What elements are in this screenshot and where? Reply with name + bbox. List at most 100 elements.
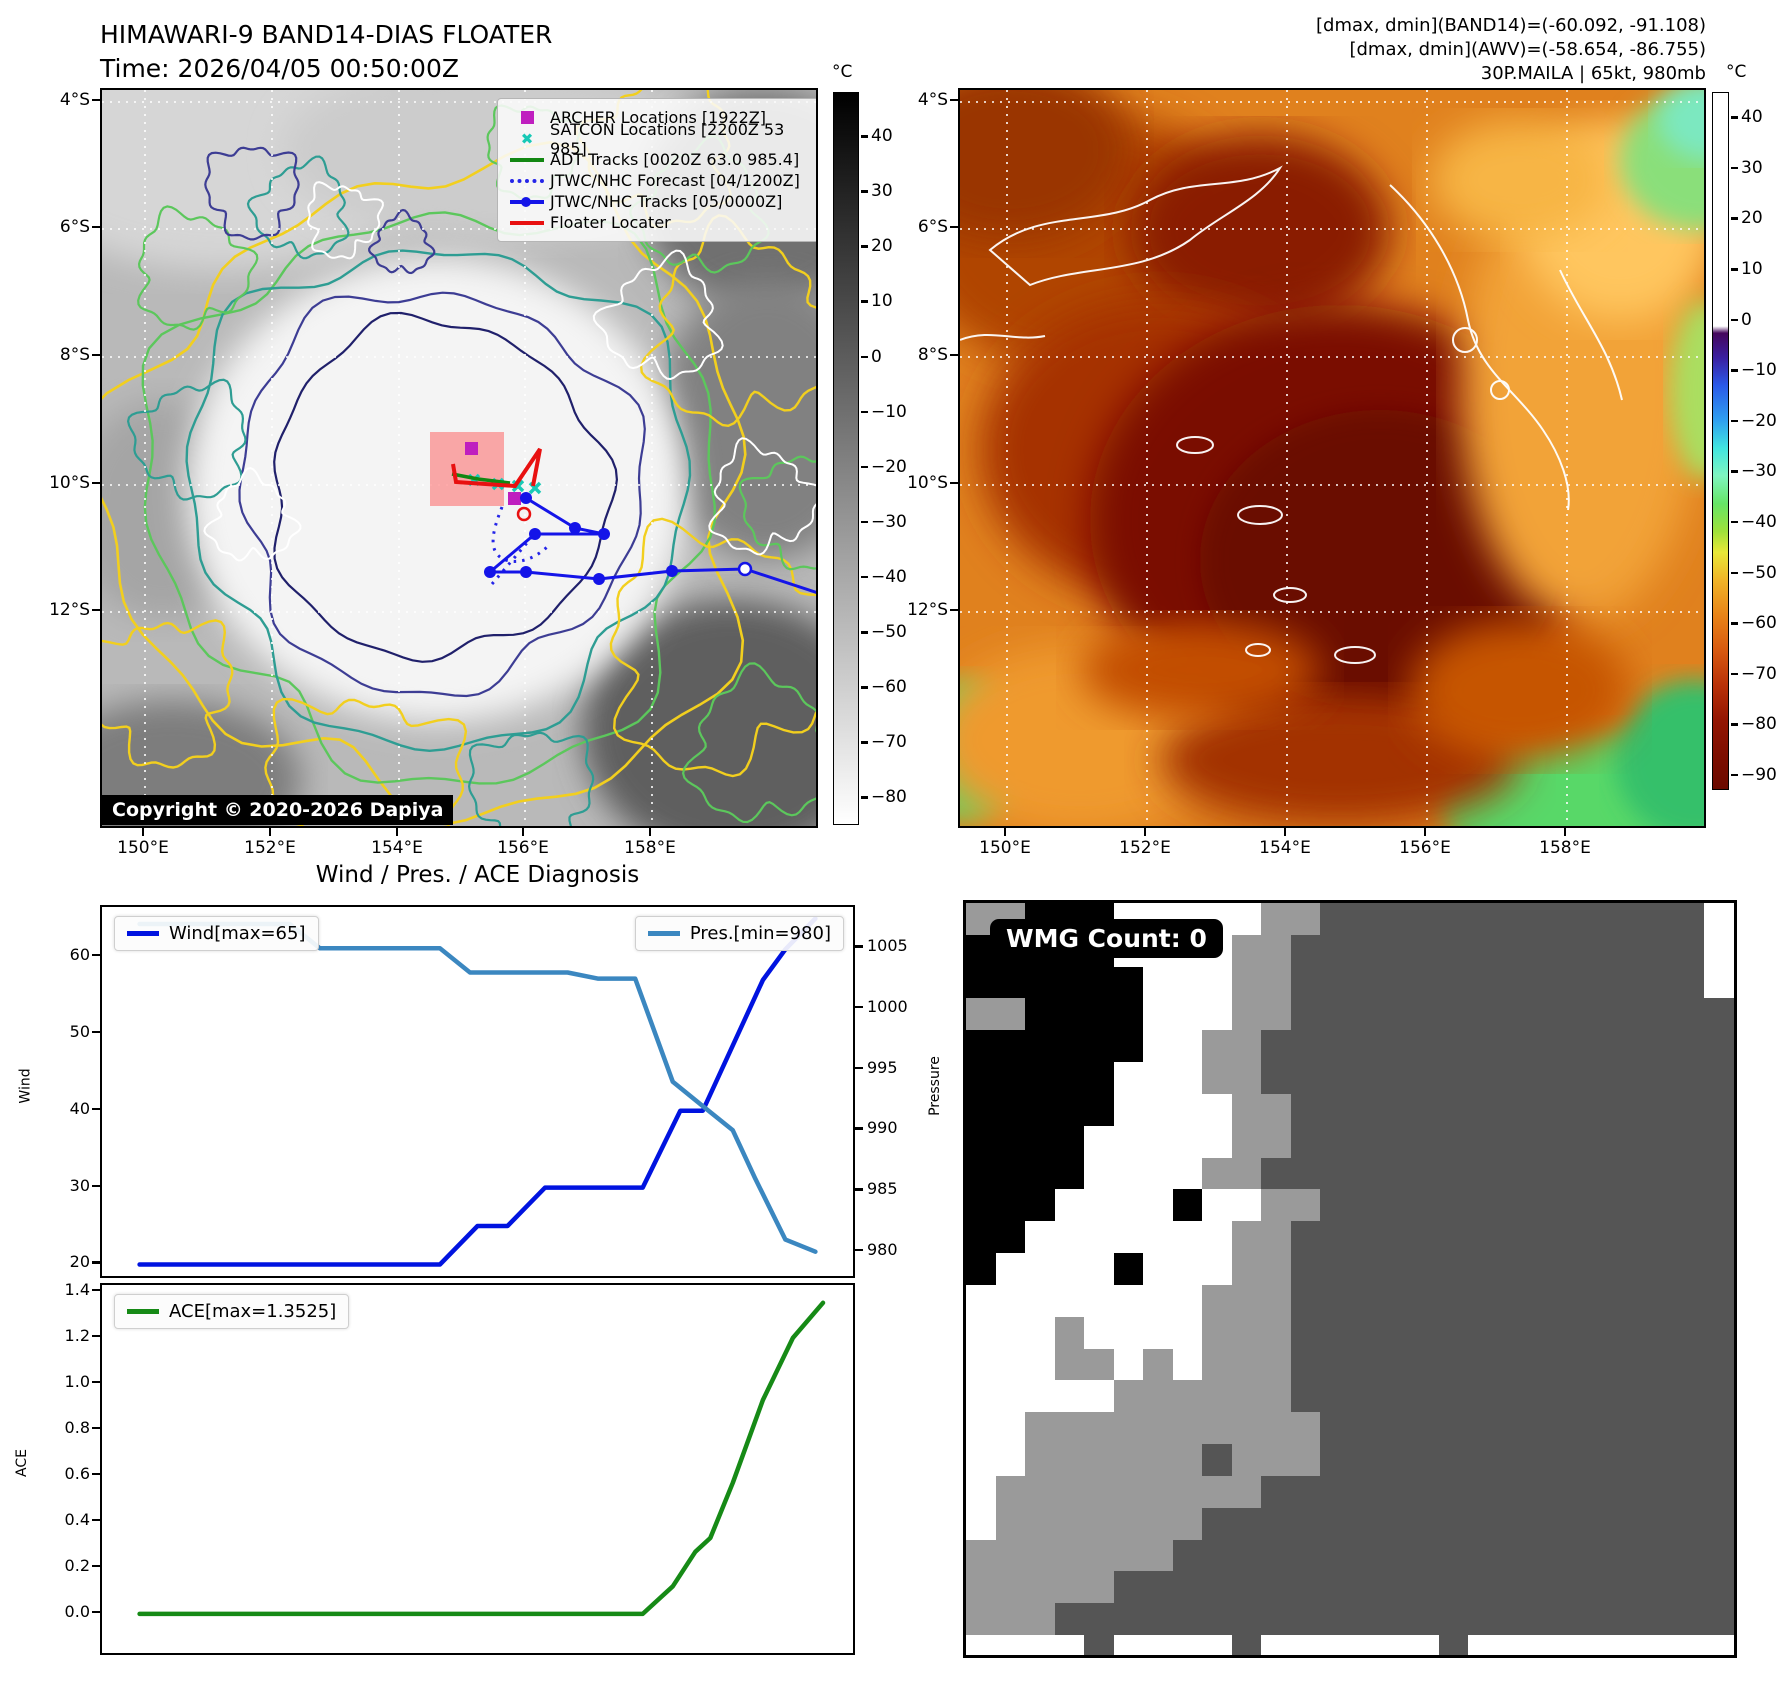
wmg-grid-cell — [1586, 998, 1616, 1031]
archer-square-icon — [520, 111, 534, 124]
wmg-grid-cell — [1054, 1444, 1085, 1476]
wmg-grid-cell — [1468, 1125, 1498, 1158]
wmg-grid-cell — [1704, 1284, 1734, 1317]
wmg-grid-cell — [1113, 1189, 1144, 1222]
pressure-legend-swatch — [647, 931, 680, 936]
right-colorbar-tick-mark — [1731, 773, 1738, 777]
wmg-grid-cell — [966, 1189, 996, 1222]
wmg-grid-cell — [1527, 1253, 1557, 1285]
wmg-grid-cell — [1261, 1125, 1291, 1158]
chart-tick-mark — [855, 1188, 863, 1191]
wmg-grid-cell — [1468, 1380, 1498, 1413]
wmg-grid-cell — [1379, 1412, 1410, 1445]
wmg-grid-cell — [1172, 1634, 1203, 1655]
wmg-grid-cell — [1586, 1634, 1616, 1655]
wmg-grid-cell — [1497, 1253, 1528, 1285]
awv-map-image — [960, 90, 1704, 826]
left-map-gridlines — [102, 90, 816, 826]
wmg-grid-cell — [966, 1380, 996, 1413]
wmg-grid-cell — [1025, 1221, 1055, 1254]
right-map-gridlines — [960, 90, 1704, 826]
wmg-grid-cell — [1556, 1253, 1587, 1285]
wmg-grid-cell — [1704, 1475, 1734, 1508]
wmg-grid-cell — [995, 1125, 1026, 1158]
wmg-grid-cell — [1379, 1221, 1410, 1254]
wmg-grid-cell — [1084, 1380, 1114, 1413]
wmg-grid-cell — [1113, 1093, 1144, 1126]
wmg-grid-cell — [966, 1284, 996, 1317]
wmg-grid-cell — [1172, 1412, 1203, 1445]
wmg-grid-cell — [1409, 1189, 1439, 1222]
chart-tick-mark — [855, 1005, 863, 1009]
wmg-grid-cell — [1143, 1444, 1173, 1476]
wmg-grid-cell — [1704, 966, 1734, 999]
wmg-grid-cell — [1350, 903, 1380, 935]
wmg-grid-cell — [1704, 1093, 1734, 1126]
chart-tick-label: 40 — [69, 1098, 90, 1118]
wmg-grid-cell — [1350, 1412, 1380, 1445]
wmg-grid-cell — [995, 1157, 1026, 1190]
wmg-grid-cell — [1320, 1539, 1350, 1572]
chart-tick-mark — [92, 953, 100, 957]
wmg-grid-cell — [1113, 1221, 1144, 1254]
wmg-grid-cell — [1527, 1380, 1557, 1413]
wmg-grid-cell — [1645, 903, 1675, 935]
copyright-watermark: Copyright © 2020-2026 Dapiya — [102, 795, 454, 825]
wmg-grid-cell — [1143, 1093, 1173, 1126]
wmg-grid-cell — [1320, 1284, 1350, 1317]
wmg-grid-cell — [1054, 1093, 1085, 1126]
wmg-grid-cell — [1290, 1062, 1321, 1094]
wmg-grid-cell — [1172, 1475, 1203, 1508]
wmg-grid-cell — [1645, 1316, 1675, 1349]
wmg-grid-cell — [1261, 1062, 1291, 1094]
archer-marker-icon — [465, 442, 521, 505]
wmg-grid-cell — [1615, 966, 1646, 999]
wmg-grid-cell — [1527, 1571, 1557, 1604]
left-colorbar-tick-label: −10 — [871, 401, 907, 422]
wmg-grid-cell — [1290, 1634, 1321, 1655]
chart-tick-label: 1.4 — [64, 1279, 90, 1299]
wmg-grid-cell — [1645, 1380, 1675, 1413]
wmg-grid-cell — [995, 1603, 1026, 1635]
wmg-grid-cell — [1497, 1444, 1528, 1476]
wmg-grid-cell — [1497, 1093, 1528, 1126]
wmg-grid-cell — [1527, 903, 1557, 935]
wind-legend-label: Wind[max=65] — [169, 923, 306, 944]
wmg-grid-cell — [1409, 1125, 1439, 1158]
wmg-grid-cell — [1497, 1189, 1528, 1222]
wmg-grid-cell — [1320, 1412, 1350, 1445]
wmg-grid-cell — [1556, 1539, 1587, 1572]
left-colorbar-tick-mark — [861, 300, 868, 303]
wmg-grid-cell — [1586, 1189, 1616, 1222]
right-map-lat-label: 10°S — [907, 473, 948, 493]
wmg-grid-cell — [1438, 1475, 1469, 1508]
left-map-lon-label: 156°E — [497, 838, 549, 858]
wmg-grid-cell — [1556, 903, 1587, 935]
left-colorbar-unit: °C — [832, 62, 853, 82]
wmg-grid-cell — [966, 1571, 996, 1604]
wmg-grid-cell — [1704, 1316, 1734, 1349]
wmg-grid-cell — [1054, 1539, 1085, 1572]
left-colorbar-tick-mark — [861, 686, 868, 689]
wmg-grid-cell — [1556, 1030, 1587, 1063]
wmg-grid-cell — [1172, 1030, 1203, 1063]
chart-tick-label: 30 — [69, 1175, 90, 1195]
legend-label: ADT Tracks [0020Z 63.0 985.4] — [550, 150, 800, 169]
wmg-grid-cell — [1025, 1189, 1055, 1222]
wmg-grid-cell — [1054, 998, 1085, 1031]
wmg-grid-cell — [1084, 1603, 1114, 1635]
adt-line-icon — [510, 157, 544, 162]
wmg-grid-cell — [1497, 998, 1528, 1031]
left-colorbar-tick-mark — [861, 741, 868, 744]
wmg-grid-cell — [1379, 1571, 1410, 1604]
chart-tick-mark — [92, 1030, 100, 1034]
chart-tick-mark — [855, 1127, 863, 1130]
wmg-grid-cell — [1438, 1634, 1469, 1655]
wmg-grid-cell — [1172, 966, 1203, 999]
wmg-grid-cell — [1113, 1412, 1144, 1445]
chart-tick-mark — [92, 1610, 100, 1614]
wmg-grid-cell — [1054, 1221, 1085, 1254]
wmg-grid-cell — [1113, 1475, 1144, 1508]
wmg-grid-cell — [1025, 1157, 1055, 1190]
wmg-grid-cell — [1438, 1253, 1469, 1285]
